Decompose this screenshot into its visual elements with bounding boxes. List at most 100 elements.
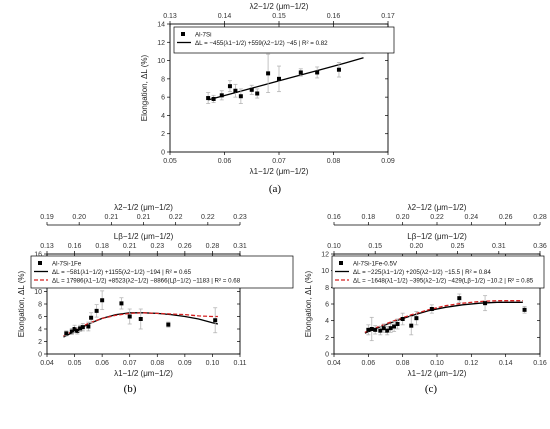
data-point xyxy=(72,327,77,331)
fit-line-2 xyxy=(364,300,523,333)
x-tick-label: 0.11 xyxy=(233,360,246,367)
y-tick-label: 12 xyxy=(321,252,329,259)
fit-line-1 xyxy=(364,301,523,334)
y-tick-label: 6 xyxy=(325,302,329,309)
legend-marker xyxy=(339,261,343,265)
legend-entry: ΔL = 17986(λ1−1/2) +8523(λ2−1/2) −8866(L… xyxy=(52,278,241,285)
data-point xyxy=(400,317,405,321)
y-tick-label: 2 xyxy=(325,335,329,342)
top-tick-label: 0.13 xyxy=(40,243,54,250)
data-point xyxy=(522,307,527,312)
data-point xyxy=(233,88,238,93)
x-tick-label: 0.08 xyxy=(396,360,410,367)
x-axis: 0.05 0.06 0.07 0.08 0.09 xyxy=(163,24,395,165)
top-tick-label: 0.14 xyxy=(218,13,232,20)
top-tick-label: 0.16 xyxy=(68,243,82,250)
data-point xyxy=(219,93,224,98)
legend-entry: ΔL = −581(λ1−1/2) +1155(λ2−1/2) −194 | R… xyxy=(52,269,192,276)
data-point xyxy=(89,315,94,320)
top-tick-label: 0.20 xyxy=(396,214,410,221)
x-tick-label: 0.05 xyxy=(68,360,82,367)
legend-box xyxy=(331,255,545,289)
top-tick-label: 0.31 xyxy=(233,243,247,250)
y-tick-label: 4 xyxy=(38,327,42,334)
top-tick-label: 0.25 xyxy=(451,243,465,250)
y-tick-label: 8 xyxy=(38,302,42,309)
data-point xyxy=(378,328,383,333)
y-tick-label: 0 xyxy=(325,352,329,359)
legend-marker xyxy=(38,261,42,265)
y-tick-label: 10 xyxy=(321,268,329,275)
legend-entry: ΔL = −225(λ1−1/2) +205(λ2−1/2) −15.5 | R… xyxy=(353,269,491,276)
fit-line-1 xyxy=(208,57,364,101)
top-axis-1: 0.10 0.15 0.20 0.25 0.31 0.36 Lβ−1/2 (μm−1/2) xyxy=(327,232,547,254)
top-tick-label: 0.18 xyxy=(95,243,109,250)
legend-marker xyxy=(181,32,185,36)
legend-box xyxy=(173,26,395,54)
legend-box xyxy=(30,255,294,289)
data-point xyxy=(249,87,254,92)
top-tick-label: 0.19 xyxy=(40,214,54,221)
data-point xyxy=(369,327,374,331)
data-point xyxy=(457,296,462,301)
top-tick-label: 0.36 xyxy=(533,243,547,250)
data-point xyxy=(373,327,378,332)
top-tick-label: 0.20 xyxy=(72,214,86,221)
x-tick-label: 0.08 xyxy=(327,158,341,165)
data-point xyxy=(64,331,69,336)
data-point xyxy=(381,326,386,331)
y-axis-label: Elongation, ΔL (%) xyxy=(17,270,26,337)
x-axis-label: λ1−1/2 (μm−1/2) xyxy=(250,167,309,176)
x-tick-label: 0.07 xyxy=(272,158,286,165)
top-tick-label: 0.18 xyxy=(362,214,376,221)
x-axis-label: λ1−1/2 (μm−1/2) xyxy=(408,369,467,378)
data-point xyxy=(298,70,303,75)
panel-label: (a) xyxy=(269,183,282,195)
data-point xyxy=(75,328,80,333)
data-point xyxy=(69,329,74,334)
x-tick-label: 0.16 xyxy=(533,360,547,367)
top-tick-label: 0.28 xyxy=(206,243,220,250)
data-point xyxy=(80,325,85,330)
y-tick-label: 2 xyxy=(38,339,42,346)
top-tick-label: 0.21 xyxy=(137,214,151,221)
data-point xyxy=(336,67,341,72)
y-tick-label: 16 xyxy=(34,252,42,259)
data-point xyxy=(227,84,232,89)
data-point xyxy=(409,323,414,328)
top-tick-label: 0.23 xyxy=(150,243,164,250)
top-tick-label: 0.28 xyxy=(533,214,547,221)
data-point xyxy=(392,324,397,329)
data-series xyxy=(64,290,218,337)
top-tick-label: 0.22 xyxy=(201,214,215,221)
y-tick-label: 8 xyxy=(161,76,165,83)
top-tick-label: 0.26 xyxy=(178,243,192,250)
y-tick-label: 0 xyxy=(38,352,42,359)
top-tick-label: 0.17 xyxy=(381,13,395,20)
top-tick-label: 0.23 xyxy=(233,214,247,221)
x-tick-label: 0.09 xyxy=(178,360,192,367)
y-tick-label: 6 xyxy=(38,314,42,321)
top-tick-label: 0.22 xyxy=(169,214,183,221)
data-point xyxy=(86,324,91,329)
y-tick-label: 4 xyxy=(325,318,329,325)
data-point xyxy=(277,76,281,81)
x-tick-label: 0.14 xyxy=(499,360,513,367)
x-axis: 0.04 0.05 0.06 0.07 0.08 0.09 0.10 0.11 xyxy=(40,254,247,367)
data-point xyxy=(414,316,419,321)
x-tick-label: 0.06 xyxy=(95,360,109,367)
data-point xyxy=(119,301,124,306)
top-axis-label: λ2−1/2 (μm−1/2) xyxy=(250,2,309,11)
data-point xyxy=(266,71,271,76)
data-point xyxy=(138,317,143,321)
data-point xyxy=(483,301,488,306)
legend-entry: Al-7Si-1Fe xyxy=(52,261,82,268)
chart-panel-a: 0.05 0.06 0.07 0.08 0.09 λ1−1/2 (μm−1/2) 0 2 4 6 8… xyxy=(140,2,395,195)
data-point xyxy=(78,326,83,331)
top-axis-1: 0.13 0.14 0.15 0.16 0.17 λ2−1/2 (μm−1/2) xyxy=(163,2,395,24)
top-tick-label: 0.15 xyxy=(368,243,382,250)
y-tick-label: 4 xyxy=(161,113,165,120)
y-axis-label: Elongation, ΔL (%) xyxy=(304,270,313,337)
